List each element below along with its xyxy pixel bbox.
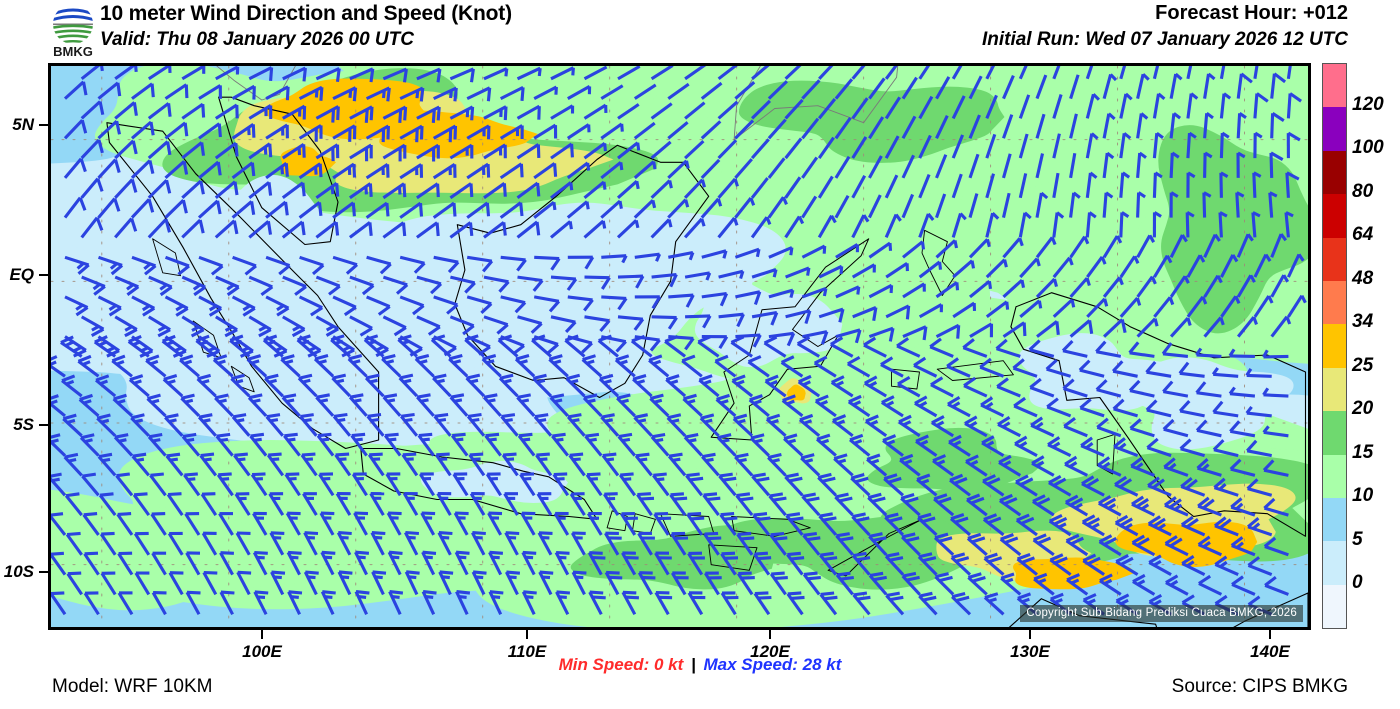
page-title: 10 meter Wind Direction and Speed (Knot) xyxy=(100,2,512,25)
speed-summary: Min Speed: 0 kt | Max Speed: 28 kt xyxy=(0,655,1400,675)
y-axis-tick xyxy=(39,274,48,276)
source-label: Source: CIPS BMKG xyxy=(1171,676,1348,697)
x-axis-tick-label: 130E xyxy=(1010,642,1050,661)
min-speed-label: Min Speed: 0 kt xyxy=(558,655,684,674)
y-axis-tick xyxy=(39,124,48,126)
bmkg-logo-icon: BMKG xyxy=(44,2,102,58)
colorbar-tick-label: 64 xyxy=(1352,224,1374,246)
x-axis-tick-label: 140E xyxy=(1250,642,1290,661)
initial-run-label: Initial Run: Wed 07 January 2026 12 UTC xyxy=(981,29,1348,50)
map-frame: Copyright Sub Bidang Prediksi Cuaca BMKG… xyxy=(48,63,1311,630)
colorbar-tick-label: 48 xyxy=(1352,267,1374,289)
x-axis-tick xyxy=(1029,630,1031,639)
map-canvas xyxy=(51,66,1308,627)
colorbar-tick-label: 120 xyxy=(1352,93,1384,115)
colorbar-band xyxy=(1323,107,1346,151)
colorbar-band xyxy=(1323,324,1346,368)
valid-time-label: Valid: Thu 08 January 2026 00 UTC xyxy=(100,29,414,50)
max-speed-label: Max Speed: 28 kt xyxy=(703,655,842,674)
colorbar-tick-label: 34 xyxy=(1352,311,1374,333)
colorbar-tick-label: 0 xyxy=(1352,572,1363,594)
colorbar xyxy=(1322,63,1347,629)
colorbar-tick-label: 100 xyxy=(1352,137,1384,159)
y-axis-tick-label: 5N xyxy=(12,115,34,134)
svg-text:BMKG: BMKG xyxy=(53,44,93,58)
colorbar-band xyxy=(1323,150,1346,195)
forecast-hour-label: Forecast Hour: +012 xyxy=(1155,2,1348,24)
copyright-label: Copyright Sub Bidang Prediksi Cuaca BMKG… xyxy=(1020,605,1303,622)
x-axis-tick xyxy=(526,630,528,639)
x-axis-tick-label: 110E xyxy=(507,642,547,661)
colorbar-band xyxy=(1323,454,1346,498)
colorbar-band xyxy=(1323,280,1346,325)
colorbar-tick-label: 5 xyxy=(1352,528,1363,550)
x-axis-tick xyxy=(261,630,263,639)
colorbar-band xyxy=(1323,584,1346,629)
colorbar-band xyxy=(1323,367,1346,412)
y-axis-tick xyxy=(39,424,48,426)
x-axis-tick-label: 100E xyxy=(242,642,282,661)
x-axis-tick-label: 120E xyxy=(750,642,790,661)
colorbar-labels: 120 100 80 64 48 34 25 20 15 10 5 0 xyxy=(1352,63,1400,629)
model-label: Model: WRF 10KM xyxy=(52,676,213,697)
y-axis-tick xyxy=(39,571,48,573)
colorbar-tick-label: 20 xyxy=(1352,398,1374,420)
colorbar-tick-label: 10 xyxy=(1352,485,1374,507)
colorbar-band xyxy=(1323,497,1346,542)
colorbar-tick-label: 80 xyxy=(1352,180,1374,202)
colorbar-tick-label: 15 xyxy=(1352,441,1374,463)
colorbar-band xyxy=(1323,541,1346,585)
colorbar-band xyxy=(1323,237,1346,281)
colorbar-tick-label: 25 xyxy=(1352,354,1374,376)
colorbar-band xyxy=(1323,194,1346,238)
x-axis-tick xyxy=(1269,630,1271,639)
x-axis-tick xyxy=(769,630,771,639)
y-axis-tick-label: 5S xyxy=(13,415,34,434)
y-axis-tick-label: 10S xyxy=(3,562,34,581)
colorbar-band xyxy=(1323,64,1346,108)
y-axis-tick-label: EQ xyxy=(9,265,34,284)
colorbar-band xyxy=(1323,411,1346,455)
speed-separator: | xyxy=(690,655,696,674)
